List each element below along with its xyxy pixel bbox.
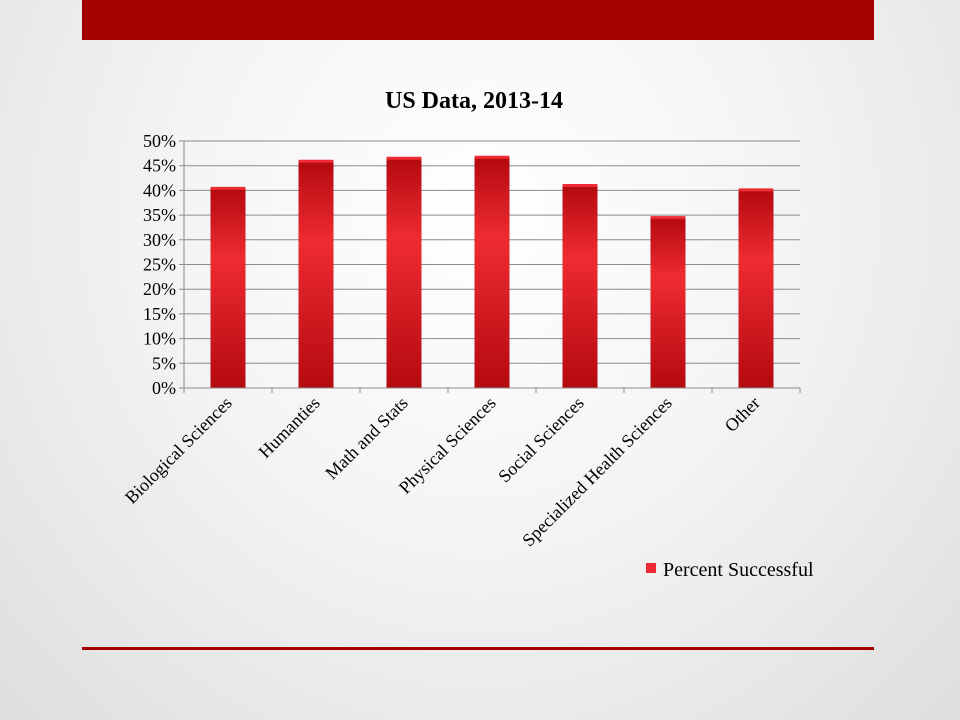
y-tick-label: 20% — [143, 279, 176, 299]
y-axis-ticks: 0% 5% 10% 15% 20% 25% 30% 35% 40% 45% 50% — [143, 131, 176, 398]
bars — [210, 155, 774, 388]
y-tick-label: 0% — [152, 378, 176, 398]
x-tick-label: Other — [721, 393, 764, 436]
y-tick-label: 5% — [152, 353, 176, 373]
bar-cap — [386, 156, 422, 160]
x-tick-label: Social Sciences — [494, 393, 588, 487]
y-tick-label: 25% — [143, 255, 176, 275]
x-tick-label: Biological Sciences — [121, 393, 236, 508]
x-tick-label: Physical Sciences — [395, 393, 500, 498]
bar — [210, 188, 246, 388]
bar-cap — [298, 159, 334, 163]
axes — [183, 141, 801, 393]
chart-title: US Data, 2013-14 — [385, 88, 563, 114]
y-tick-label: 15% — [143, 304, 176, 324]
bar — [562, 185, 598, 388]
y-tick-label: 45% — [143, 156, 176, 176]
y-tick-label: 40% — [143, 180, 176, 200]
bar-cap — [474, 155, 510, 159]
x-tick-label: Math and Stats — [321, 393, 412, 484]
legend-label: Percent Successful — [663, 559, 814, 581]
y-tick-label: 50% — [143, 131, 176, 151]
x-tick-label: Humanties — [255, 393, 324, 462]
y-tick-label: 30% — [143, 230, 176, 250]
bar — [650, 218, 686, 388]
y-tick-label: 10% — [143, 329, 176, 349]
bar — [474, 157, 510, 388]
bar — [386, 158, 422, 388]
y-tick-label: 35% — [143, 205, 176, 225]
bar-cap — [738, 188, 774, 192]
x-tick-label: Specialized Health Sciences — [518, 393, 676, 551]
bar — [298, 161, 334, 388]
bar-cap — [562, 183, 598, 187]
footer-accent-rule — [82, 647, 874, 650]
legend-swatch — [646, 563, 656, 573]
bar-cap — [650, 216, 686, 220]
bar — [738, 190, 774, 388]
legend: Percent Successful — [646, 559, 814, 581]
header-accent-bar — [82, 0, 874, 40]
bar-cap — [210, 186, 246, 190]
